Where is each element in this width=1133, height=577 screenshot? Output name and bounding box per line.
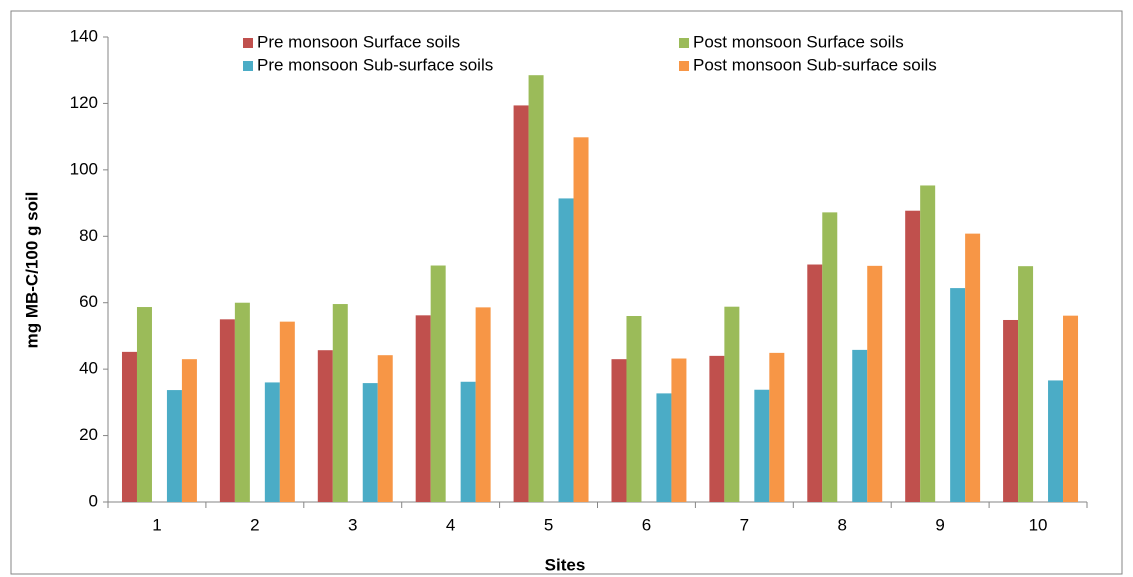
- bar: [905, 210, 921, 503]
- bar: [920, 185, 936, 503]
- bar: [573, 137, 589, 503]
- legend-label: Pre monsoon Surface soils: [257, 32, 460, 51]
- x-tick-label: 9: [935, 515, 944, 534]
- bar: [430, 265, 446, 502]
- x-tick-label: 4: [446, 515, 455, 534]
- x-tick-label: 2: [250, 515, 259, 534]
- bar: [362, 383, 378, 502]
- y-tick-label: 140: [70, 26, 98, 45]
- bar: [475, 307, 491, 502]
- bar: [136, 307, 152, 502]
- bar: [1003, 319, 1019, 502]
- x-axis-label: Sites: [545, 555, 586, 574]
- x-tick-label: 8: [838, 515, 847, 534]
- legend-label: Pre monsoon Sub-surface soils: [257, 55, 493, 74]
- y-tick-label: 20: [79, 425, 98, 444]
- bar: [965, 233, 981, 502]
- bar: [724, 306, 740, 502]
- legend-label: Post monsoon Sub-surface soils: [693, 55, 937, 74]
- bar: [377, 355, 393, 502]
- y-tick-label: 40: [79, 359, 98, 378]
- bar: [219, 319, 235, 502]
- bar: [626, 316, 642, 502]
- y-tick-label: 120: [70, 93, 98, 112]
- bar: [279, 321, 295, 502]
- bar: [166, 390, 182, 502]
- y-tick-label: 0: [89, 491, 98, 510]
- bar: [264, 382, 280, 502]
- bar: [867, 265, 883, 502]
- bar: [709, 355, 725, 502]
- y-tick-label: 60: [79, 292, 98, 311]
- y-axis-label: mg MB-C/100 g soil: [22, 192, 41, 349]
- legend-swatch: [679, 61, 689, 71]
- legend-swatch: [243, 38, 253, 48]
- x-tick-label: 7: [740, 515, 749, 534]
- x-tick-label: 10: [1029, 515, 1048, 534]
- bar: [317, 350, 333, 502]
- bar: [460, 381, 476, 502]
- bar: [513, 105, 529, 503]
- bar: [822, 212, 838, 502]
- bar: [807, 264, 823, 502]
- bar: [121, 351, 137, 502]
- bar: [611, 359, 627, 502]
- legend-label: Post monsoon Surface soils: [693, 32, 904, 51]
- bar: [852, 349, 868, 502]
- bar: [656, 393, 672, 502]
- legend-swatch: [243, 61, 253, 71]
- bar: [1048, 380, 1064, 502]
- x-tick-label: 3: [348, 515, 357, 534]
- bar: [181, 359, 197, 502]
- bar: [950, 288, 966, 502]
- bar: [754, 389, 770, 502]
- bar: [415, 315, 431, 502]
- x-tick-label: 1: [152, 515, 161, 534]
- bar: [234, 302, 250, 502]
- bar: [558, 198, 574, 502]
- bar: [1063, 315, 1079, 502]
- bar: [332, 304, 348, 502]
- bar: [528, 75, 544, 503]
- y-tick-label: 80: [79, 226, 98, 245]
- x-tick-label: 6: [642, 515, 651, 534]
- bar: [1018, 266, 1034, 502]
- bar: [671, 358, 687, 502]
- bar: [769, 352, 785, 502]
- y-tick-label: 100: [70, 159, 98, 178]
- legend-swatch: [679, 38, 689, 48]
- x-tick-label: 5: [544, 515, 553, 534]
